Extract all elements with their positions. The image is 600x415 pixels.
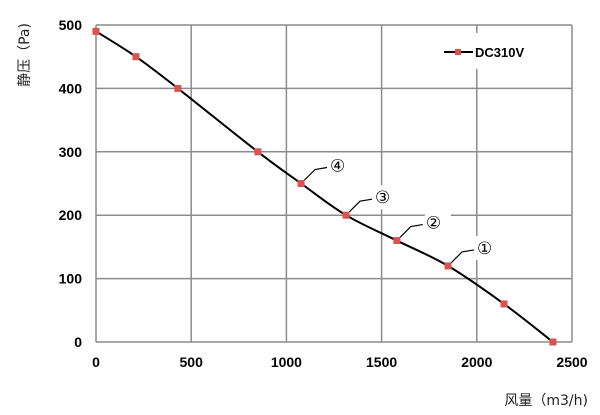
series	[92, 27, 557, 346]
x-tick-label: 500	[180, 354, 204, 370]
x-tick-label: 2500	[556, 354, 587, 370]
y-tick-label: 0	[74, 334, 82, 350]
grid	[95, 24, 573, 343]
data-point	[174, 84, 182, 92]
data-point	[444, 262, 452, 270]
annotation-background	[373, 185, 400, 210]
data-point	[92, 27, 100, 35]
x-tick-label: 0	[92, 354, 100, 370]
annotation-label: ①	[477, 239, 492, 259]
annotation-leader	[447, 249, 475, 267]
annotation-label: ④	[330, 157, 345, 177]
data-point	[342, 211, 350, 219]
legend-marker	[455, 49, 461, 55]
x-tick-label: 1000	[271, 354, 302, 370]
annotation-background	[329, 153, 356, 178]
legend-label: DC310V	[475, 45, 524, 60]
legend: DC310V	[440, 33, 550, 69]
data-point	[254, 148, 262, 156]
annotation-leader	[396, 223, 423, 241]
x-tick-label: 2000	[461, 354, 492, 370]
y-axis-label: 静压（Pa)	[17, 23, 33, 87]
data-point	[500, 300, 508, 308]
x-axis-label: 风量（m3/h)	[504, 393, 588, 409]
annotation-leader	[345, 198, 373, 216]
annotation-label: ②	[426, 214, 441, 234]
data-point	[549, 338, 557, 346]
y-tick-label: 400	[59, 80, 83, 96]
y-tick-label: 500	[59, 17, 83, 33]
y-tick-label: 100	[59, 271, 83, 287]
data-point	[132, 53, 140, 61]
y-tick-label: 200	[59, 207, 83, 223]
series-line	[95, 30, 554, 343]
y-tick-labels: 0 100 200 300 400 500	[59, 17, 83, 350]
annotations: ④ ③ ② ①	[300, 153, 503, 267]
annotation-leader	[300, 166, 328, 184]
data-point	[297, 180, 305, 187]
data-point	[393, 237, 401, 245]
annotation-background	[476, 235, 503, 260]
annotation-background	[424, 210, 451, 235]
x-tick-labels: 0 500 1000 1500 2000 2500	[92, 354, 588, 370]
x-tick-label: 1500	[366, 354, 397, 370]
annotation-label: ③	[375, 188, 390, 208]
y-tick-label: 300	[59, 144, 83, 160]
